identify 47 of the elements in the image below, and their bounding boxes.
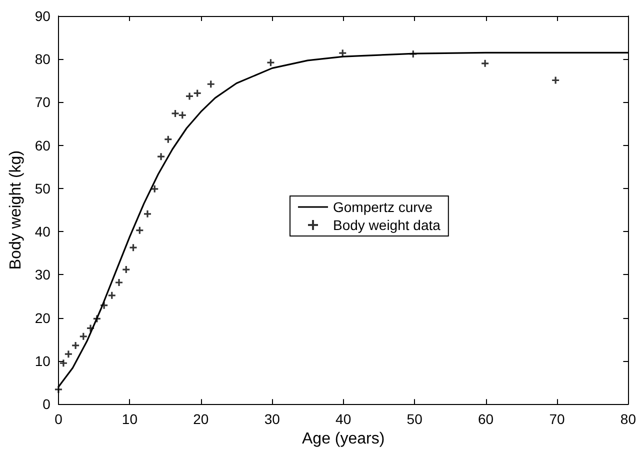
y-tick-label: 20 bbox=[34, 310, 51, 326]
y-tick-label: 70 bbox=[34, 94, 51, 110]
y-tick-label: 40 bbox=[34, 224, 51, 240]
x-tick-label: 30 bbox=[264, 411, 280, 428]
point bbox=[156, 152, 166, 161]
point bbox=[206, 80, 216, 88]
point bbox=[92, 314, 102, 324]
y-tick-label: 90 bbox=[34, 8, 51, 24]
y-axis-title: Body weight (kg) bbox=[8, 150, 24, 270]
point bbox=[59, 358, 68, 368]
point bbox=[79, 332, 88, 341]
point bbox=[108, 291, 116, 300]
point bbox=[114, 278, 124, 287]
point bbox=[135, 226, 144, 235]
y-tick-label: 30 bbox=[34, 266, 51, 283]
point bbox=[185, 92, 194, 101]
y-tick-label: 80 bbox=[34, 51, 51, 68]
x-tick-label: 70 bbox=[549, 411, 565, 428]
point bbox=[170, 109, 180, 118]
point bbox=[266, 58, 275, 67]
point bbox=[143, 210, 152, 218]
x-tick-label: 20 bbox=[193, 411, 209, 428]
x-tick-label: 80 bbox=[620, 411, 636, 428]
point bbox=[64, 350, 73, 358]
point bbox=[100, 301, 108, 310]
x-tick-label: 60 bbox=[478, 411, 494, 428]
y-tick-label: 50 bbox=[34, 180, 51, 196]
point bbox=[178, 110, 187, 120]
point bbox=[551, 76, 560, 85]
point bbox=[86, 324, 95, 333]
point bbox=[54, 385, 63, 394]
x-axis-title: Age (years) bbox=[302, 430, 385, 448]
point bbox=[164, 135, 172, 144]
legend-label: Body weight data bbox=[333, 217, 441, 233]
point bbox=[193, 88, 202, 98]
y-tick-label: 10 bbox=[34, 352, 51, 369]
point bbox=[122, 265, 130, 274]
x-tick-label: 10 bbox=[122, 411, 138, 428]
x-tick-label: 50 bbox=[406, 411, 423, 428]
point bbox=[480, 59, 490, 68]
x-tick-label: 0 bbox=[54, 411, 63, 428]
y-tick-label: 0 bbox=[42, 396, 51, 412]
point bbox=[128, 243, 138, 252]
y-tick-label: 60 bbox=[34, 137, 51, 154]
legend-label: Gompertz curve bbox=[333, 199, 433, 215]
point bbox=[71, 341, 80, 350]
x-tick-label: 40 bbox=[336, 411, 352, 428]
